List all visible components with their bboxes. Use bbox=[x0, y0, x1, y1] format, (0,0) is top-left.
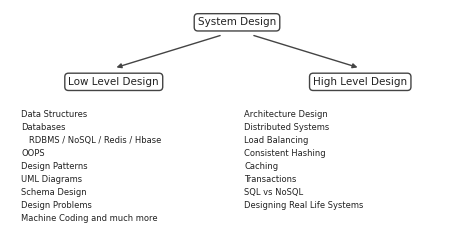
Text: SQL vs NoSQL: SQL vs NoSQL bbox=[244, 188, 303, 197]
Text: Low Level Design: Low Level Design bbox=[68, 77, 159, 87]
Text: Designing Real Life Systems: Designing Real Life Systems bbox=[244, 201, 364, 210]
Text: High Level Design: High Level Design bbox=[313, 77, 407, 87]
Text: Schema Design: Schema Design bbox=[21, 188, 87, 197]
Text: Architecture Design: Architecture Design bbox=[244, 110, 328, 119]
Text: Machine Coding and much more: Machine Coding and much more bbox=[21, 214, 158, 222]
Text: Data Structures: Data Structures bbox=[21, 110, 88, 119]
Text: Design Patterns: Design Patterns bbox=[21, 162, 88, 171]
Text: Consistent Hashing: Consistent Hashing bbox=[244, 149, 326, 158]
Text: Transactions: Transactions bbox=[244, 175, 296, 184]
Text: Databases: Databases bbox=[21, 123, 66, 132]
Text: Design Problems: Design Problems bbox=[21, 201, 92, 210]
Text: Caching: Caching bbox=[244, 162, 278, 171]
Text: Distributed Systems: Distributed Systems bbox=[244, 123, 329, 132]
Text: OOPS: OOPS bbox=[21, 149, 45, 158]
Text: RDBMS / NoSQL / Redis / Hbase: RDBMS / NoSQL / Redis / Hbase bbox=[21, 136, 162, 145]
Text: UML Diagrams: UML Diagrams bbox=[21, 175, 82, 184]
Text: Load Balancing: Load Balancing bbox=[244, 136, 309, 145]
Text: System Design: System Design bbox=[198, 17, 276, 27]
